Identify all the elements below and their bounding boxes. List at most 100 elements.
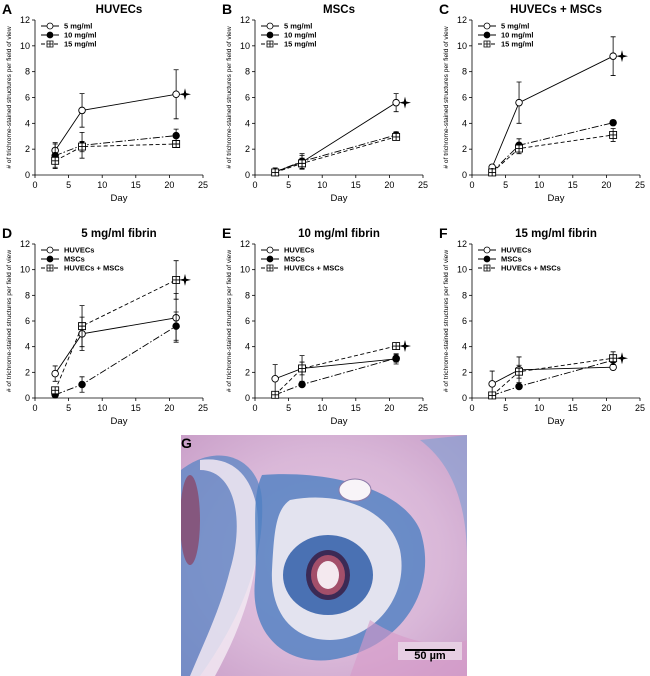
- legend-marker: [483, 22, 491, 30]
- x-axis-label: Day: [548, 416, 565, 427]
- x-tick-label: 20: [601, 180, 611, 190]
- y-tick-label: 12: [20, 239, 30, 249]
- x-tick-label: 20: [384, 180, 394, 190]
- y-tick-label: 0: [245, 170, 250, 180]
- y-tick-label: 2: [462, 144, 467, 154]
- y-tick-label: 8: [462, 290, 467, 300]
- series-line: [54, 135, 177, 157]
- legend-label: 10 mg/ml: [64, 31, 97, 40]
- significance-star: [399, 340, 411, 353]
- y-axis-label: # of trichrome-stained structures per fi…: [6, 26, 13, 168]
- marker: [271, 390, 280, 399]
- marker: [172, 90, 180, 99]
- legend-marker: [266, 246, 274, 254]
- x-tick-label: 5: [286, 180, 291, 190]
- series-line: [492, 359, 614, 396]
- y-tick-label: 12: [240, 15, 250, 25]
- series-line: [54, 317, 177, 374]
- legend-label: HUVECs + MSCs: [284, 264, 344, 273]
- marker: [172, 275, 181, 284]
- legend-marker: [266, 31, 274, 39]
- legend-marker: [483, 40, 491, 48]
- y-tick-label: 2: [25, 367, 30, 377]
- x-axis-label: Day: [111, 193, 128, 204]
- marker: [515, 367, 523, 376]
- chart-title: HUVECs: [96, 4, 143, 16]
- legend-label: HUVECs + MSCs: [64, 264, 124, 273]
- y-tick-label: 2: [462, 367, 467, 377]
- y-axis-label: # of trichrome-stained structures per fi…: [443, 250, 450, 392]
- x-tick-label: 20: [601, 403, 611, 413]
- scale-bar-label: 50 µm: [414, 650, 446, 662]
- legend-marker: [46, 31, 54, 39]
- marker: [392, 354, 400, 362]
- y-tick-label: 12: [20, 15, 30, 25]
- y-tick-label: 2: [245, 144, 250, 154]
- micrograph: [181, 435, 467, 676]
- significance-star: [399, 96, 411, 109]
- series-line: [491, 122, 614, 173]
- significance-star: [616, 352, 628, 365]
- y-axis-label: # of trichrome-stained structures per fi…: [443, 26, 450, 168]
- legend-label: 5 mg/ml: [64, 22, 92, 31]
- y-tick-label: 12: [457, 239, 467, 249]
- marker: [609, 131, 618, 139]
- x-tick-label: 0: [469, 180, 474, 190]
- marker: [172, 140, 181, 148]
- legend-marker: [483, 246, 491, 254]
- marker: [609, 118, 617, 127]
- marker: [51, 156, 60, 165]
- x-axis-label: Day: [331, 416, 348, 427]
- y-tick-label: 0: [25, 393, 30, 403]
- chart: 0 2 4 6 8 10 12 0 5 10 15 20 25 Day # of trichrome-sta…: [2, 1, 208, 204]
- y-tick-label: 6: [462, 316, 467, 326]
- panel-label: D: [2, 225, 12, 241]
- marker: [172, 131, 180, 140]
- legend-label: 5 mg/ml: [284, 22, 312, 31]
- legend-label: MSCs: [501, 255, 522, 264]
- y-axis-label: # of trichrome-stained structures per fi…: [6, 250, 13, 392]
- panel-label: C: [439, 1, 449, 17]
- y-tick-label: 8: [25, 67, 30, 77]
- legend-label: HUVECs: [501, 246, 531, 255]
- x-tick-label: 10: [97, 403, 107, 413]
- legend-label: 15 mg/ml: [64, 40, 97, 49]
- x-tick-label: 5: [66, 180, 71, 190]
- chart: 0 2 4 6 8 10 12 0 5 10 15 20 25 Day # of trichrome-sta…: [439, 225, 645, 427]
- significance-star: [616, 50, 628, 63]
- legend-label: 15 mg/ml: [284, 40, 317, 49]
- x-tick-label: 5: [66, 403, 71, 413]
- series-line: [275, 136, 397, 173]
- chart-title: 10 mg/ml fibrin: [298, 228, 380, 240]
- panel-label: F: [439, 225, 448, 241]
- y-tick-label: 10: [240, 265, 250, 275]
- marker: [392, 98, 400, 107]
- chart-title: HUVECs + MSCs: [510, 4, 602, 16]
- x-tick-label: 10: [317, 403, 327, 413]
- y-tick-label: 8: [245, 290, 250, 300]
- x-tick-label: 15: [351, 180, 361, 190]
- y-tick-label: 12: [240, 239, 250, 249]
- y-tick-label: 6: [462, 93, 467, 103]
- legend-marker: [46, 264, 54, 272]
- legend-marker: [483, 264, 491, 272]
- legend-label: 10 mg/ml: [284, 31, 317, 40]
- x-tick-label: 20: [384, 403, 394, 413]
- marker: [78, 106, 86, 115]
- x-tick-label: 25: [198, 403, 208, 413]
- legend-marker: [266, 255, 274, 263]
- series-line: [54, 325, 177, 396]
- x-tick-label: 10: [534, 403, 544, 413]
- x-tick-label: 10: [97, 180, 107, 190]
- marker: [298, 380, 306, 389]
- chart: 0 2 4 6 8 10 12 0 5 10 15 20 25 Day # of trichrome-sta…: [222, 225, 428, 427]
- legend-label: HUVECs + MSCs: [501, 264, 561, 273]
- marker: [78, 380, 86, 389]
- legend-marker: [266, 264, 274, 272]
- y-tick-label: 10: [20, 265, 30, 275]
- legend-marker: [46, 246, 54, 254]
- chart: 0 2 4 6 8 10 12 0 5 10 15 20 25 Day # of trichrome-sta…: [222, 1, 428, 204]
- x-tick-label: 20: [164, 180, 174, 190]
- chart-title: 5 mg/ml fibrin: [81, 228, 156, 240]
- x-tick-label: 25: [198, 180, 208, 190]
